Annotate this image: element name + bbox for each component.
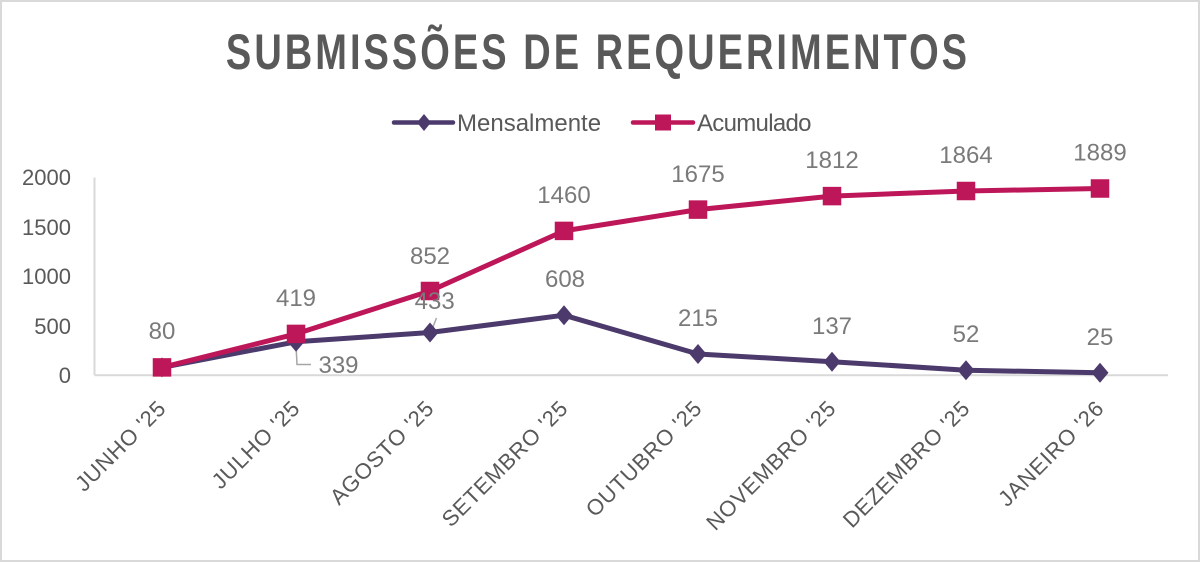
svg-text:137: 137 xyxy=(812,313,852,340)
svg-text:Mensalmente: Mensalmente xyxy=(457,110,601,137)
svg-text:Acumulado: Acumulado xyxy=(697,110,811,137)
svg-text:1675: 1675 xyxy=(671,161,724,188)
svg-text:1460: 1460 xyxy=(537,182,590,209)
svg-text:852: 852 xyxy=(410,243,450,270)
svg-text:419: 419 xyxy=(276,285,316,312)
svg-text:25: 25 xyxy=(1087,324,1114,351)
svg-text:1864: 1864 xyxy=(939,142,992,169)
svg-text:SUBMISSÕES DE REQUERIMENTOS: SUBMISSÕES DE REQUERIMENTOS xyxy=(226,24,970,80)
svg-text:1500: 1500 xyxy=(22,215,71,240)
svg-text:1000: 1000 xyxy=(22,264,71,289)
svg-text:215: 215 xyxy=(678,305,718,332)
svg-text:608: 608 xyxy=(545,266,585,293)
svg-text:339: 339 xyxy=(318,352,358,379)
svg-text:1812: 1812 xyxy=(805,147,858,174)
svg-text:1889: 1889 xyxy=(1073,140,1126,167)
svg-text:2000: 2000 xyxy=(22,165,71,190)
svg-text:80: 80 xyxy=(149,318,176,345)
svg-text:52: 52 xyxy=(953,321,980,348)
svg-text:500: 500 xyxy=(34,314,71,339)
svg-text:433: 433 xyxy=(415,288,455,315)
svg-text:0: 0 xyxy=(59,363,71,388)
